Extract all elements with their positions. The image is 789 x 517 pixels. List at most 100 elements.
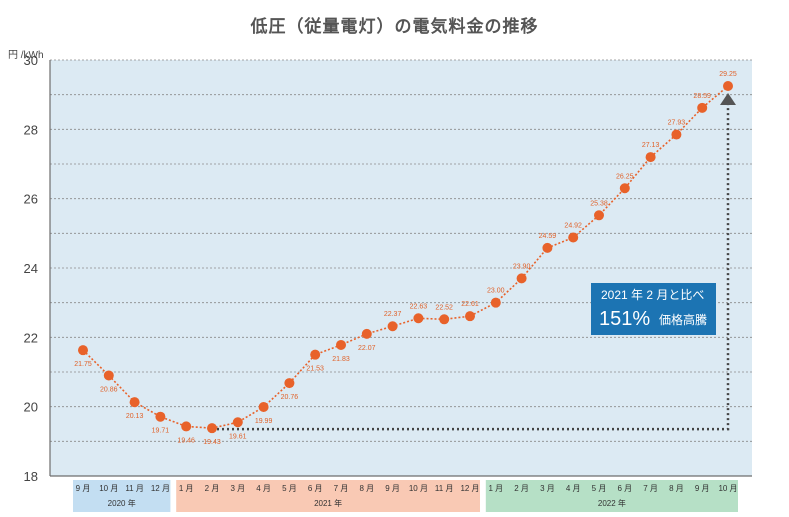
data-point [465, 311, 475, 322]
annotation-line1: 2021 年 2 月と比べ [601, 288, 704, 302]
data-point [258, 402, 269, 413]
data-label: 22.52 [435, 304, 453, 311]
x-tick-label: 11 月 [435, 484, 454, 493]
data-label: 22.63 [410, 303, 428, 310]
y-tick-label: 30 [24, 53, 38, 68]
data-label: 22.37 [384, 311, 402, 318]
x-tick-label: 10 月 [99, 484, 118, 493]
x-tick-label: 12 月 [151, 484, 170, 493]
data-label: 20.76 [281, 394, 299, 401]
x-tick-label: 9 月 [695, 484, 710, 493]
chart-title: 低圧（従量電灯）の電気料金の推移 [250, 17, 539, 36]
arrow-head-icon [720, 93, 736, 105]
x-tick-label: 7 月 [334, 484, 349, 493]
x-tick-label: 12 月 [460, 484, 479, 493]
data-point [645, 152, 656, 163]
data-point [387, 321, 398, 332]
y-tick-label: 28 [24, 122, 38, 137]
x-tick-label: 1 月 [179, 484, 194, 493]
data-point [232, 417, 243, 428]
data-label: 19.71 [152, 428, 170, 435]
reference-line [212, 104, 730, 431]
data-point [568, 232, 579, 243]
data-label: 19.46 [177, 437, 195, 444]
data-point [284, 378, 295, 389]
data-label: 27.93 [668, 120, 686, 127]
data-label: 27.13 [642, 142, 660, 149]
year-band [176, 480, 480, 512]
data-label: 24.92 [564, 222, 582, 229]
series-line [82, 85, 729, 429]
annotation-percent: 151% [599, 308, 650, 330]
x-tick-label: 10 月 [409, 484, 428, 493]
data-point [542, 242, 553, 253]
year-label: 2020 年 [108, 498, 136, 508]
year-band [73, 480, 171, 512]
data-point [310, 349, 321, 360]
data-point [129, 397, 140, 408]
data-point [619, 183, 630, 194]
year-label: 2022 年 [598, 498, 626, 508]
data-point [697, 102, 708, 113]
x-tick-label: 2 月 [205, 484, 220, 493]
data-point [439, 314, 450, 325]
x-tick-label: 5 月 [282, 484, 297, 493]
data-point [336, 339, 346, 350]
x-tick-label: 9 月 [76, 484, 91, 493]
x-tick-label: 4 月 [566, 484, 581, 493]
data-label: 19.99 [255, 418, 273, 425]
data-label: 26.25 [616, 173, 634, 180]
x-tick-label: 7 月 [643, 484, 658, 493]
y-axis-unit-label: 円 /kWh [8, 50, 44, 61]
data-label: 23.90 [513, 263, 531, 270]
data-point [78, 345, 88, 356]
data-point [516, 273, 527, 284]
data-label: 25.38 [590, 200, 608, 207]
data-label: 20.86 [100, 386, 118, 393]
x-tick-label: 8 月 [359, 484, 374, 493]
data-point [594, 210, 604, 221]
data-label: 21.83 [332, 356, 350, 363]
data-point [413, 313, 424, 324]
x-tick-label: 5 月 [592, 484, 607, 493]
data-point [723, 81, 733, 91]
data-label: 20.13 [126, 413, 144, 420]
data-point [155, 411, 166, 422]
x-tick-label: 4 月 [256, 484, 271, 493]
y-tick-label: 24 [24, 261, 38, 276]
data-point [207, 423, 217, 434]
annotation-box [591, 283, 716, 335]
x-tick-label: 2 月 [514, 484, 529, 493]
x-tick-label: 3 月 [230, 484, 245, 493]
y-tick-label: 26 [24, 192, 38, 207]
data-point [490, 297, 501, 308]
x-tick-label: 3 月 [540, 484, 555, 493]
x-tick-label: 6 月 [617, 484, 632, 493]
year-label: 2021 年 [314, 498, 342, 508]
y-tick-label: 22 [24, 330, 38, 345]
data-label: 29.25 [719, 71, 737, 78]
data-label: 19.61 [229, 433, 247, 440]
data-point [181, 421, 192, 432]
x-tick-label: 11 月 [125, 484, 144, 493]
data-label: 23.00 [487, 288, 505, 295]
data-point [671, 129, 682, 140]
x-tick-label: 9 月 [385, 484, 400, 493]
data-label: 24.59 [539, 233, 557, 240]
x-tick-label: 1 月 [488, 484, 503, 493]
y-tick-label: 20 [24, 400, 38, 415]
data-label: 19.43 [203, 439, 221, 446]
data-label: 21.75 [74, 361, 92, 368]
annotation-line3: 価格高騰 [659, 312, 707, 327]
data-label: 22.61 [461, 301, 479, 308]
y-tick-label: 18 [24, 469, 38, 484]
data-label: 28.59 [693, 93, 711, 100]
x-tick-label: 10 月 [718, 484, 737, 493]
data-point [361, 328, 372, 339]
x-tick-label: 8 月 [669, 484, 684, 493]
data-label: 22.07 [358, 345, 376, 352]
x-tick-label: 6 月 [308, 484, 323, 493]
year-band [485, 480, 738, 512]
